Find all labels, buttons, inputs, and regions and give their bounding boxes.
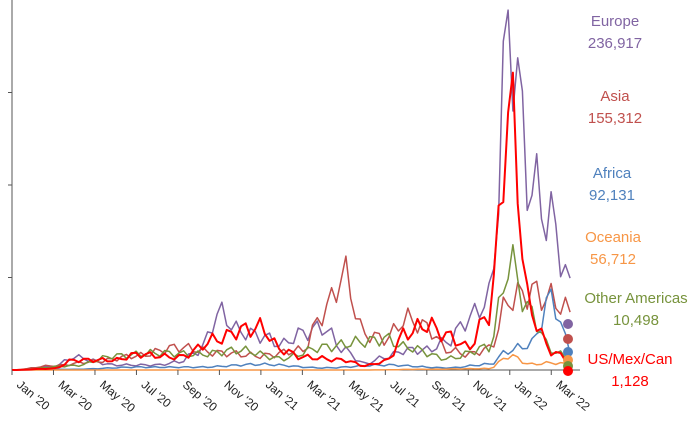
series-lines: [11, 9, 571, 371]
legend-value: 236,917: [588, 35, 642, 52]
x-tick-label: Jul '21: [387, 378, 423, 411]
x-tick-label: Nov '20: [221, 378, 261, 415]
legend-label: Other Americas: [584, 290, 687, 307]
legend-label: Asia: [600, 88, 630, 105]
series-line-us-mex-can: [12, 71, 571, 371]
end-marker-asia: [563, 334, 573, 344]
legend-label: Africa: [593, 165, 632, 182]
series-line-oceania: [12, 353, 571, 371]
x-tick-label: May '21: [346, 378, 387, 416]
legend-value: 92,131: [589, 187, 635, 204]
legend-value: 56,712: [590, 251, 636, 268]
x-axis: Jan '20 Mar '20 May '20 Jul '20 Sep '20 Nov '…: [11, 370, 593, 416]
x-tick-label: Nov '21: [470, 378, 510, 415]
x-tick-label: Jan '21: [263, 378, 302, 414]
x-tick-label: Sep '21: [429, 378, 469, 415]
x-tick-label: Mar '22: [553, 378, 593, 414]
series-line-europe: [11, 9, 571, 371]
legend: Europe 236,917 Asia 155,312 Africa 92,131 Ocea…: [584, 13, 687, 390]
series-end-markers: [563, 319, 573, 376]
legend-label: US/Mex/Can: [587, 351, 672, 368]
end-marker-africa: [563, 347, 573, 357]
x-tick-label: Jul '20: [139, 378, 175, 411]
legend-value: 10,498: [613, 312, 659, 329]
end-marker-europe: [563, 319, 573, 329]
x-tick-label: Jan '22: [512, 378, 551, 414]
y-axis: [8, 0, 580, 371]
x-tick-label: May '20: [97, 378, 138, 416]
x-tick-label: Jan '20: [14, 378, 53, 414]
series-line-other-americas: [11, 243, 571, 371]
x-tick-label: Mar '21: [304, 378, 344, 414]
series-line-asia: [11, 255, 571, 371]
legend-value: 1,128: [611, 373, 649, 390]
legend-value: 155,312: [588, 110, 642, 127]
legend-label: Europe: [591, 13, 639, 30]
series-line-africa: [12, 288, 571, 371]
legend-label: Oceania: [585, 229, 642, 246]
x-tick-label: Mar '20: [56, 378, 96, 414]
x-tick-label: Sep '20: [180, 378, 220, 415]
end-marker-us-mex-can: [563, 366, 573, 376]
